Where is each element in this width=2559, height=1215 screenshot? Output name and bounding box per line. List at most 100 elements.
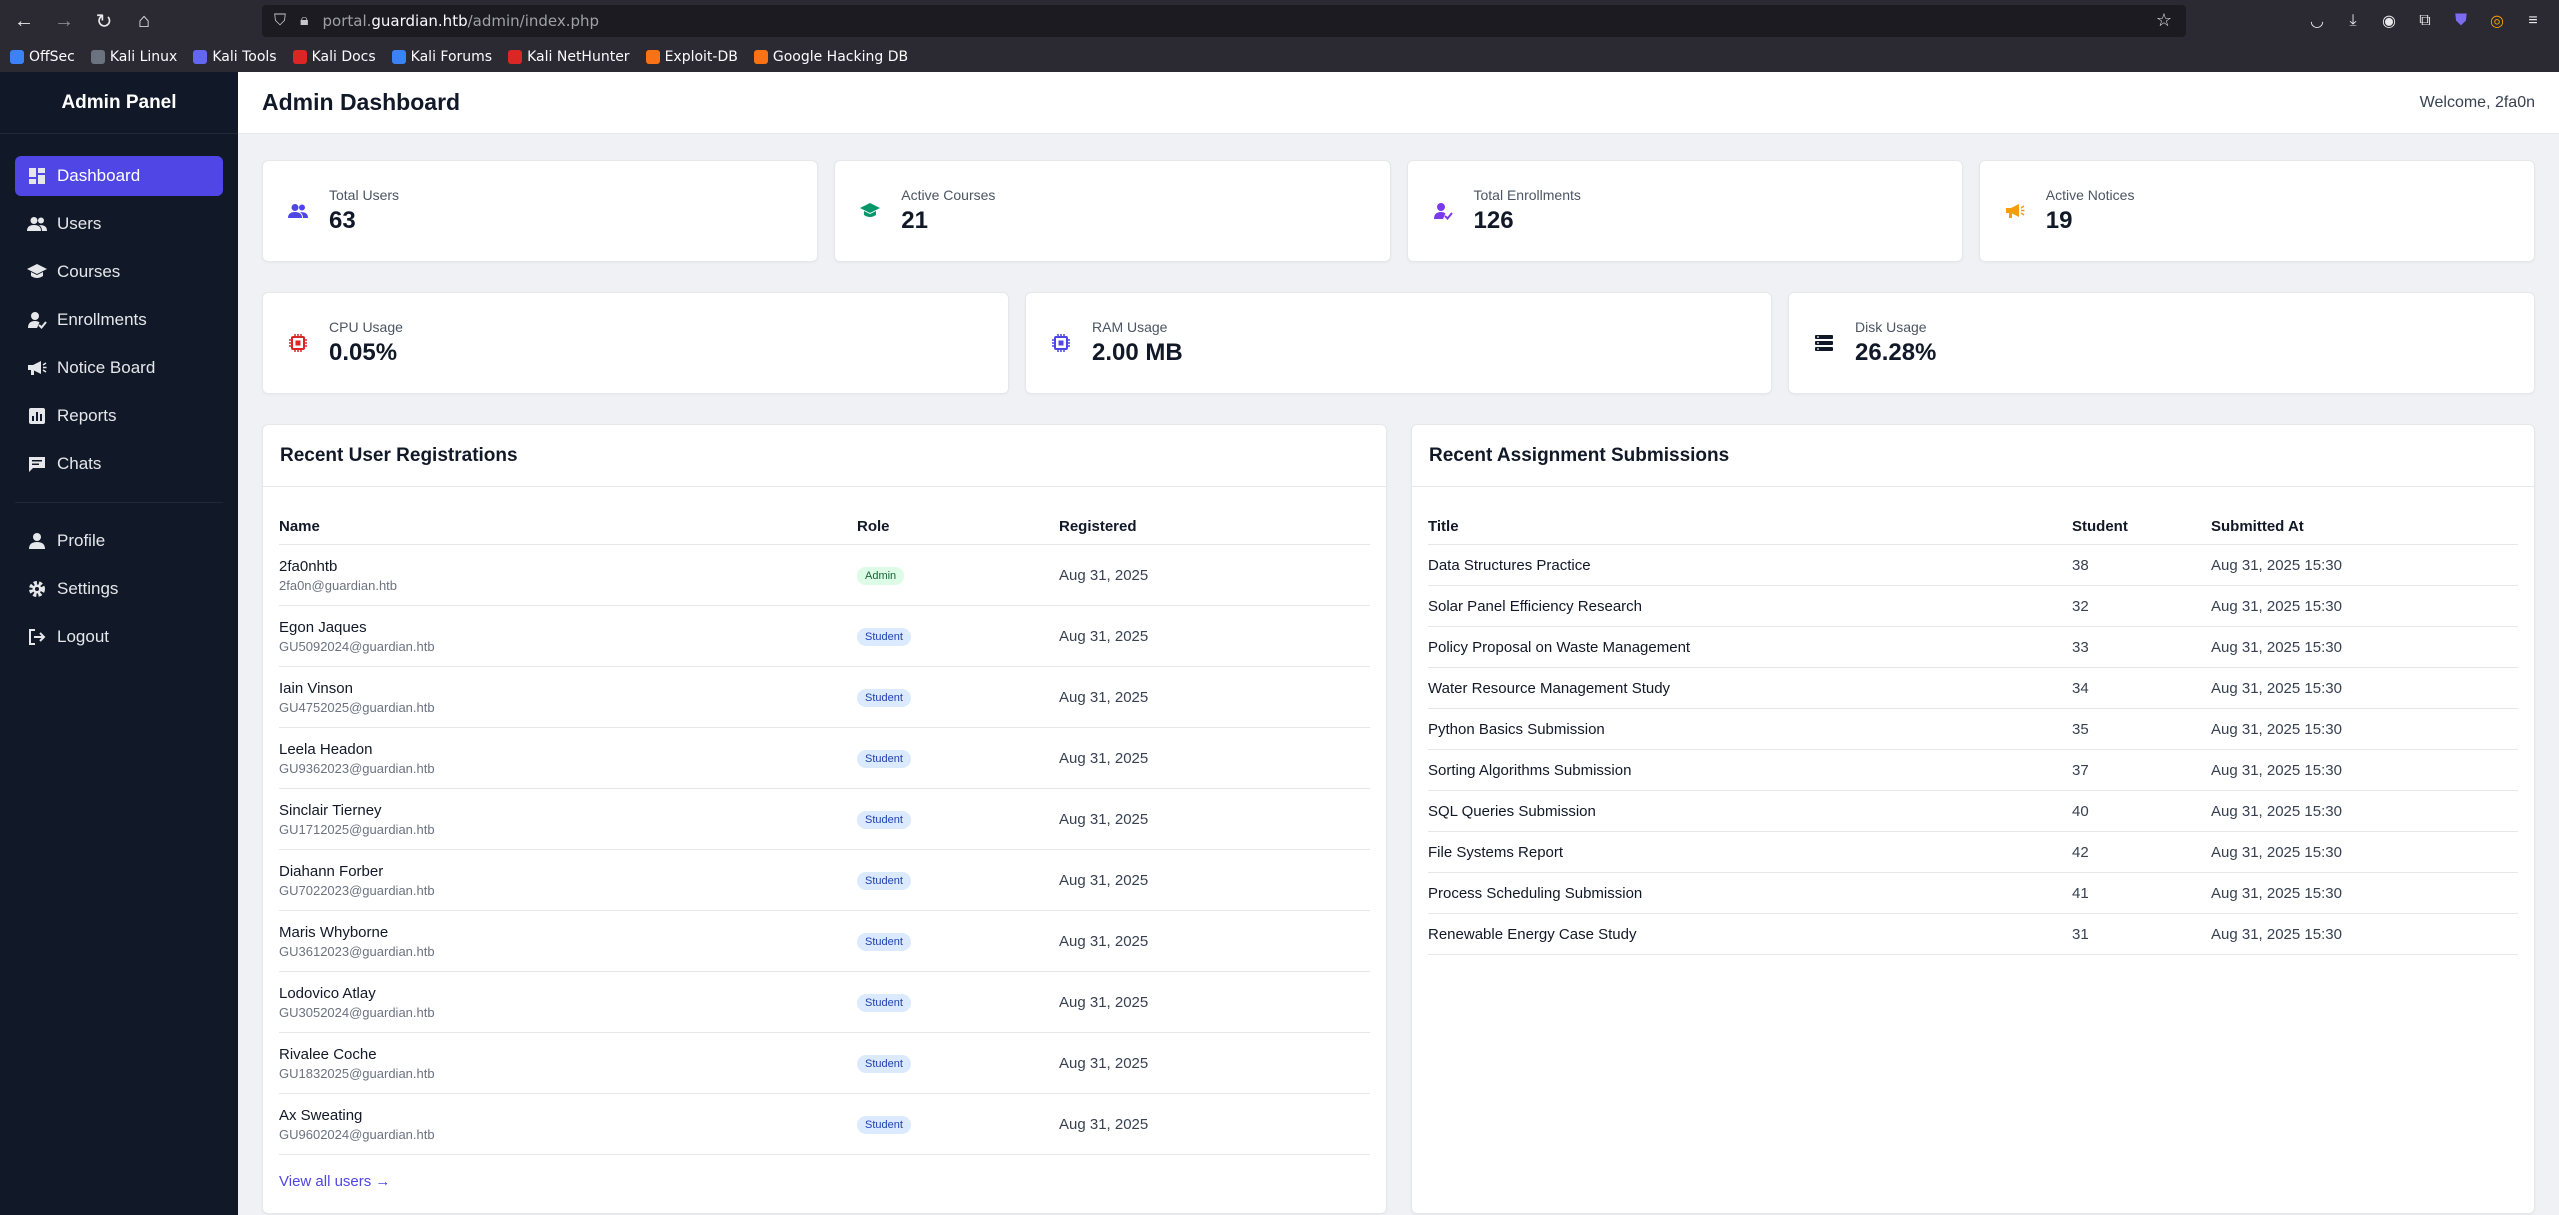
role-badge: Student [857, 1115, 911, 1134]
column-header: Role [857, 518, 890, 535]
bookmark-star-icon[interactable]: ☆ [2155, 10, 2172, 30]
megaphone-icon [2002, 198, 2028, 224]
role-badge: Admin [857, 566, 905, 585]
submission-student: 34 [2072, 679, 2089, 697]
logout-icon [27, 627, 47, 647]
role-badge: Student [857, 627, 911, 646]
stat-card: Total Enrollments 126 [1406, 160, 1963, 262]
sidebar-menu: Dashboard Users Courses Enrollments Noti… [0, 156, 238, 484]
user-name: Ax Sweating [279, 1106, 363, 1124]
users-icon [285, 198, 311, 224]
table-row: Data Structures Practice 38 Aug 31, 2025… [1428, 545, 2518, 586]
url-text[interactable]: portal.guardian.htb/admin/index.php [322, 12, 600, 30]
sidebar-item-enrollments[interactable]: Enrollments [15, 300, 223, 340]
stat-label: RAM Usage [1092, 319, 1168, 335]
registrations-table: Name Role Registered 2fa0nhtb 2fa0n@guar… [279, 509, 1370, 1155]
sidebar-item-label: Notice Board [57, 358, 156, 377]
bookmark-item[interactable]: Exploit-DB [645, 49, 738, 65]
view-all-users-link[interactable]: View all users → [279, 1173, 391, 1190]
bookmark-item[interactable]: OffSec [10, 49, 75, 65]
bookmark-item[interactable]: Kali Docs [292, 49, 376, 65]
sidebar-item-users[interactable]: Users [15, 204, 223, 244]
registered-date: Aug 31, 2025 [1059, 1115, 1149, 1133]
panel-title: Recent Assignment Submissions [1412, 425, 2534, 487]
address-bar[interactable]: ⛉ 🔒︎ portal.guardian.htb/admin/index.php… [262, 5, 2186, 37]
sidebar-item-dashboard[interactable]: Dashboard [15, 156, 223, 196]
submission-title: File Systems Report [1428, 843, 1564, 861]
sidebar-item-label: Settings [57, 579, 119, 598]
sidebar-item-logout[interactable]: Logout [15, 617, 223, 657]
sidebar-title: Admin Panel [0, 72, 238, 134]
user-email: GU1832025@guardian.htb [279, 1065, 435, 1081]
table-row: Water Resource Management Study 34 Aug 3… [1428, 668, 2518, 709]
chart-icon [27, 406, 47, 426]
bookmark-item[interactable]: Google Hacking DB [753, 49, 908, 65]
user-email: GU4752025@guardian.htb [279, 699, 435, 715]
sidebar-item-reports[interactable]: Reports [15, 396, 223, 436]
extensions-icon[interactable]: ⧉ [2419, 12, 2431, 29]
table-row: Iain Vinson GU4752025@guardian.htb Stude… [279, 667, 1370, 728]
submission-time: Aug 31, 2025 15:30 [2211, 638, 2342, 656]
bookmark-item[interactable]: Kali Tools [193, 49, 277, 65]
home-button[interactable]: ⌂ [137, 9, 151, 32]
graduation-cap-icon [27, 262, 47, 282]
pocket-icon[interactable]: ◡ [2310, 13, 2324, 30]
role-badge: Student [857, 1054, 911, 1073]
sidebar-item-label: Chats [57, 454, 102, 473]
role-badge: Student [857, 688, 911, 707]
sidebar-item-notice-board[interactable]: Notice Board [15, 348, 223, 388]
users-icon [27, 214, 47, 234]
user-check-icon [27, 310, 47, 330]
back-button[interactable]: ← [14, 9, 34, 32]
bookmark-item[interactable]: Kali Linux [90, 49, 177, 65]
submission-student: 35 [2072, 720, 2089, 738]
table-row: Python Basics Submission 35 Aug 31, 2025… [1428, 709, 2518, 750]
stat-label: Active Notices [2045, 187, 2135, 203]
column-header: Name [279, 518, 320, 535]
chat-icon [27, 454, 47, 474]
bookmark-item[interactable]: Kali NetHunter [508, 49, 630, 65]
bookmark-favicon-icon [391, 50, 406, 64]
submission-student: 41 [2072, 884, 2089, 902]
column-header: Registered [1059, 518, 1137, 535]
submission-time: Aug 31, 2025 15:30 [2211, 761, 2342, 779]
submission-student: 42 [2072, 843, 2089, 861]
sidebar-item-courses[interactable]: Courses [15, 252, 223, 292]
registered-date: Aug 31, 2025 [1059, 810, 1149, 828]
menu-icon[interactable]: ≡ [2528, 12, 2538, 29]
submission-title: SQL Queries Submission [1428, 802, 1596, 820]
submission-title: Policy Proposal on Waste Management [1428, 638, 1691, 656]
stat-card: Active Notices 19 [1978, 160, 2535, 262]
user-icon [27, 531, 47, 551]
submission-student: 38 [2072, 556, 2089, 574]
sidebar-item-settings[interactable]: Settings [15, 569, 223, 609]
foxyproxy-icon[interactable]: ◎ [2490, 13, 2504, 30]
user-name: Iain Vinson [279, 679, 353, 697]
shield-extension-icon[interactable]: ⛊ [2454, 12, 2467, 29]
download-icon[interactable]: ⤓ [2349, 12, 2357, 29]
user-name: Diahann Forber [279, 862, 384, 880]
registered-date: Aug 31, 2025 [1059, 627, 1149, 645]
sidebar-item-label: Dashboard [57, 166, 141, 185]
account-icon[interactable]: ◉ [2382, 13, 2396, 30]
submission-time: Aug 31, 2025 15:30 [2211, 925, 2342, 943]
sidebar-item-profile[interactable]: Profile [15, 521, 223, 561]
table-row: Maris Whyborne GU3612023@guardian.htb St… [279, 911, 1370, 972]
submission-time: Aug 31, 2025 15:30 [2211, 720, 2342, 738]
bookmark-item[interactable]: Kali Forums [391, 49, 492, 65]
stat-card: Active Courses 21 [834, 160, 1391, 262]
role-badge: Student [857, 749, 911, 768]
cpu-icon [285, 330, 311, 356]
user-name: Egon Jaques [279, 618, 367, 636]
user-name: Leela Headon [279, 740, 373, 758]
stat-value: 19 [2045, 207, 2073, 234]
submission-title: Python Basics Submission [1428, 720, 1605, 738]
sidebar-item-chats[interactable]: Chats [15, 444, 223, 484]
reload-button[interactable]: ↻ [95, 10, 113, 33]
page-header: Admin Dashboard Welcome, 2fa0n [238, 72, 2559, 134]
system-stats-row: CPU Usage 0.05% RAM Usage 2.00 MB Disk U… [262, 292, 2535, 394]
submission-title: Solar Panel Efficiency Research [1428, 597, 1642, 615]
forward-button[interactable]: → [54, 9, 74, 32]
stat-label: Disk Usage [1855, 319, 1927, 335]
bookmark-favicon-icon [193, 50, 208, 64]
